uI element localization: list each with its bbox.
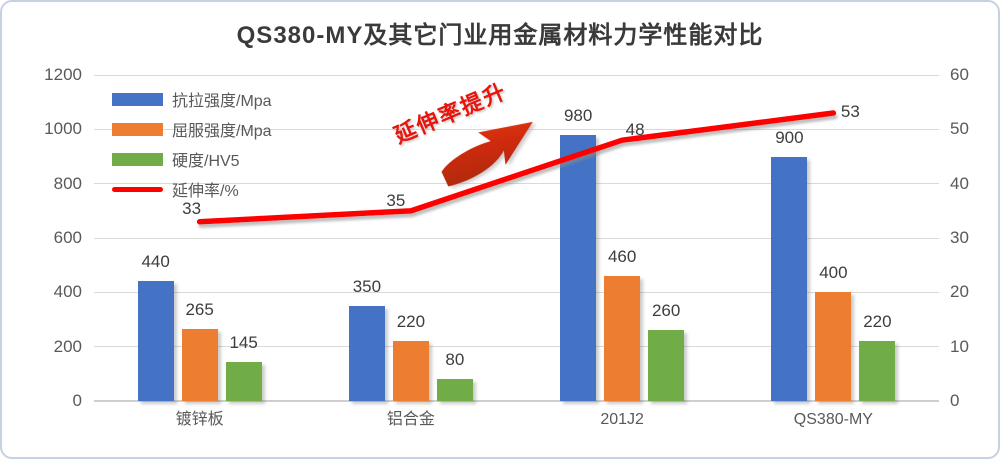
gridline bbox=[94, 74, 939, 76]
bar[interactable] bbox=[436, 379, 473, 401]
legend-item[interactable]: 硬度/HV5 bbox=[112, 144, 272, 174]
y-axis-tick-right: 40 bbox=[950, 173, 969, 193]
bar[interactable] bbox=[648, 330, 685, 401]
bar-value-label: 220 bbox=[863, 312, 892, 332]
chart-title: QS380-MY及其它门业用金属材料力学性能对比 bbox=[236, 22, 764, 49]
line-value-label: 33 bbox=[182, 198, 202, 218]
legend-bar-swatch bbox=[112, 122, 163, 136]
legend-label: 抗拉强度/Mpa bbox=[172, 93, 272, 110]
bar[interactable] bbox=[560, 134, 597, 401]
legend-item[interactable]: 延伸率/% bbox=[112, 174, 272, 204]
y-axis-tick-right: 30 bbox=[950, 228, 969, 247]
category-label: QS380-MY bbox=[793, 411, 873, 428]
legend-label: 延伸率/% bbox=[172, 183, 239, 200]
bar-value-label: 145 bbox=[229, 332, 258, 352]
y-axis-tick-left: 800 bbox=[53, 173, 82, 193]
bar[interactable] bbox=[348, 305, 385, 401]
y-axis-tick-right: 0 bbox=[950, 391, 960, 410]
bar-value-label: 350 bbox=[352, 276, 382, 296]
gridline bbox=[94, 291, 939, 293]
bar[interactable] bbox=[815, 292, 852, 401]
category-label: 201J2 bbox=[600, 411, 644, 428]
legend-label: 屈服强度/Mpa bbox=[172, 123, 272, 140]
legend-item[interactable]: 抗拉强度/Mpa bbox=[112, 84, 272, 114]
bar-value-label: 440 bbox=[141, 252, 170, 272]
y-axis-tick-right: 10 bbox=[950, 336, 969, 356]
bar-value-label: 980 bbox=[563, 105, 593, 125]
bar-value-label: 260 bbox=[651, 301, 681, 321]
bar-value-label: 265 bbox=[185, 300, 214, 319]
legend-line-swatch bbox=[112, 186, 163, 192]
bar[interactable] bbox=[225, 361, 262, 401]
bar-value-label: 400 bbox=[819, 263, 848, 283]
category-label: 铝合金 bbox=[386, 411, 435, 428]
bar-value-label: 460 bbox=[607, 247, 637, 267]
bar[interactable] bbox=[604, 276, 641, 401]
legend-label: 硬度/HV5 bbox=[172, 153, 240, 170]
line-value-label: 53 bbox=[840, 102, 860, 122]
y-axis-tick-left: 200 bbox=[53, 336, 82, 356]
y-axis-tick-left: 1000 bbox=[44, 119, 82, 139]
bar-value-label: 900 bbox=[775, 127, 804, 147]
y-axis-tick-left: 0 bbox=[72, 391, 82, 410]
y-axis-tick-right: 20 bbox=[950, 282, 969, 302]
legend-bar-swatch bbox=[112, 92, 163, 106]
line-value-label: 48 bbox=[625, 120, 645, 140]
annotation-elongation-improvement: 延伸率提升 bbox=[390, 78, 511, 149]
bar-value-label: 220 bbox=[396, 312, 426, 332]
y-axis-tick-left: 400 bbox=[53, 282, 82, 302]
category-label: 镀锌板 bbox=[175, 411, 224, 428]
y-axis-tick-left: 1200 bbox=[44, 65, 82, 84]
gridline bbox=[94, 346, 939, 348]
bar[interactable] bbox=[181, 329, 218, 401]
gridline bbox=[94, 400, 939, 402]
bar-value-label: 80 bbox=[445, 350, 465, 370]
legend-bar-swatch bbox=[112, 152, 163, 166]
y-axis-tick-right: 60 bbox=[950, 65, 969, 84]
gridline bbox=[94, 237, 939, 239]
bar[interactable] bbox=[392, 341, 429, 401]
y-axis-tick-left: 600 bbox=[53, 228, 82, 247]
legend: 抗拉强度/Mpa 屈服强度/Mpa 硬度/HV5 延伸率/% bbox=[112, 84, 272, 204]
bar[interactable] bbox=[137, 281, 174, 401]
y-axis-tick-right: 50 bbox=[950, 119, 969, 139]
line-value-label: 35 bbox=[386, 190, 406, 210]
bar[interactable] bbox=[859, 341, 896, 401]
legend-item[interactable]: 屈服强度/Mpa bbox=[112, 114, 272, 144]
